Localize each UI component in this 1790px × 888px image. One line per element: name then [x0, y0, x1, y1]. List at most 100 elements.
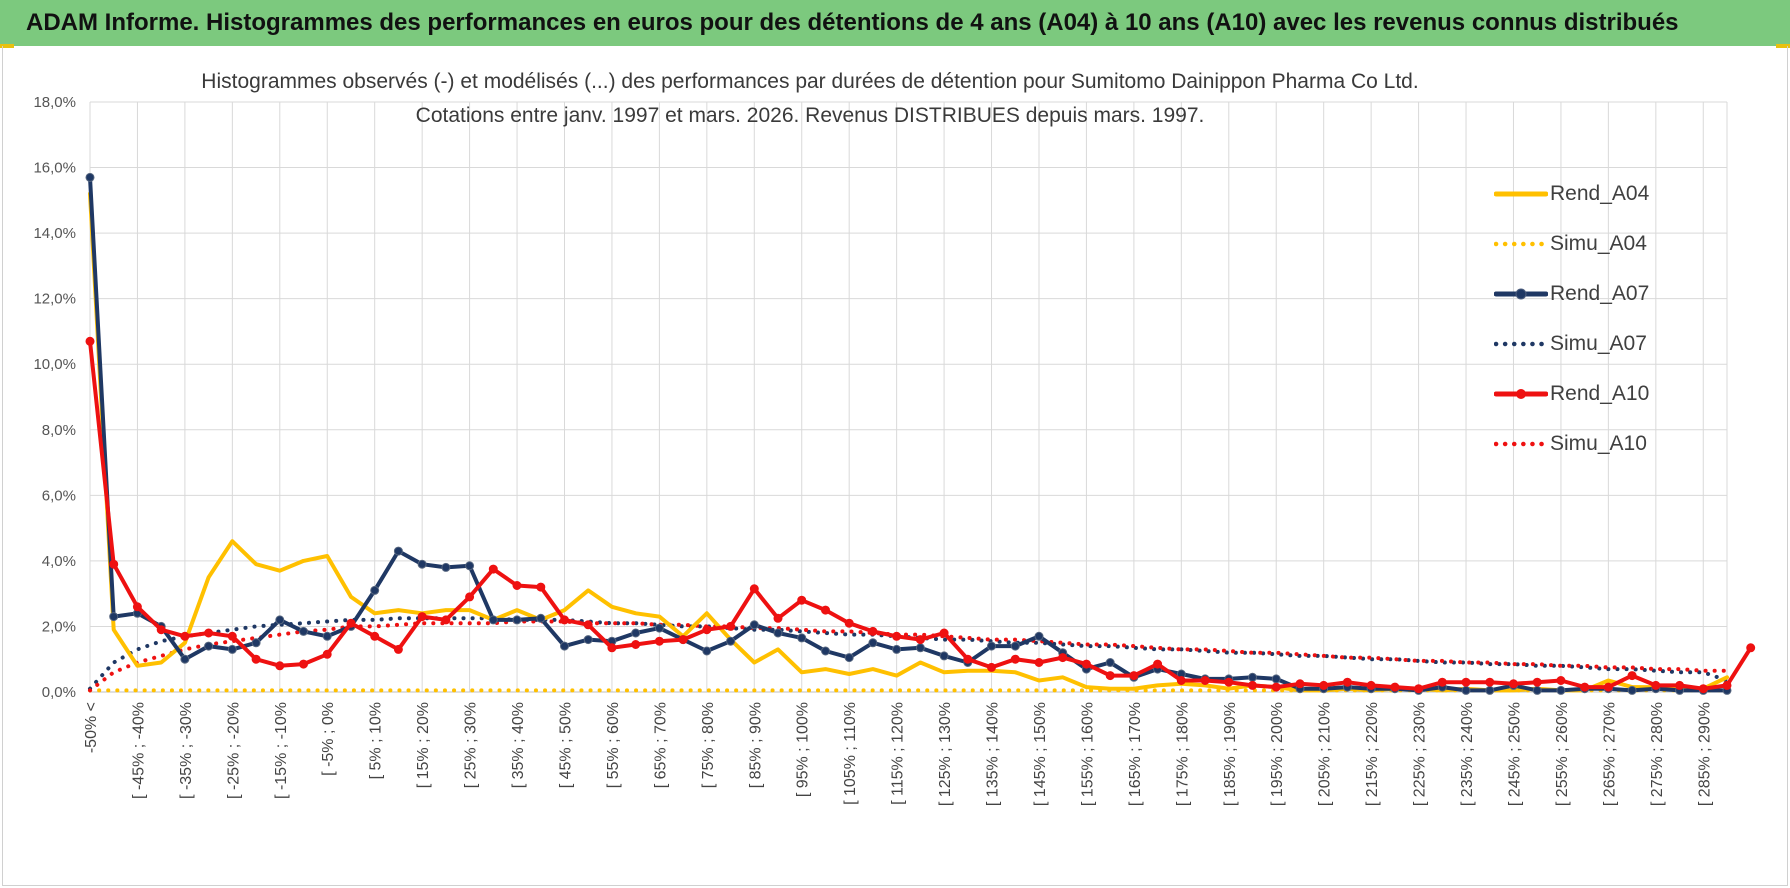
data-point-rend-a07 — [702, 646, 712, 656]
data-point-rend-a10 — [1390, 682, 1400, 692]
x-tick-label: [ 215% ; 220% — [1364, 702, 1381, 806]
data-point-rend-a10 — [1556, 676, 1566, 685]
legend-item-rend-a07[interactable]: Rend_A07 — [1494, 280, 1684, 310]
data-point-rend-a10 — [963, 654, 973, 664]
data-point-rend-a07 — [275, 615, 285, 625]
data-point-rend-a07 — [441, 562, 451, 572]
x-tick-label: [ -5% ; 0% — [320, 702, 337, 776]
data-point-rend-a10 — [417, 612, 427, 622]
data-point-rend-a10 — [654, 636, 664, 646]
data-point-rend-a07 — [1271, 674, 1281, 684]
legend-item-rend-a04[interactable]: Rend_A04 — [1494, 180, 1684, 210]
legend-item-rend-a10[interactable]: Rend_A10 — [1494, 380, 1684, 410]
data-point-rend-a10 — [844, 618, 854, 628]
x-tick-label: [ -35% ; -30% — [178, 702, 195, 799]
data-point-rend-a07 — [227, 644, 237, 654]
x-tick-label: [ 245% ; 250% — [1506, 702, 1523, 806]
legend-item-simu-a10[interactable]: Simu_A10 — [1494, 430, 1684, 460]
data-point-rend-a10 — [1485, 677, 1495, 687]
data-point-rend-a07 — [299, 626, 308, 636]
grid-layer — [89, 101, 1728, 693]
legend-swatch-simu-a07 — [1494, 341, 1548, 347]
legend-label: Rend_A04 — [1550, 182, 1650, 205]
data-point-rend-a10 — [393, 644, 403, 654]
data-point-rend-a10 — [251, 654, 261, 664]
data-point-rend-a07 — [821, 646, 830, 656]
data-point-rend-a07 — [204, 641, 214, 651]
data-point-rend-a07 — [560, 641, 569, 651]
x-tick-label: [ -45% ; -40% — [130, 702, 147, 799]
x-tick-label: [ 275% ; 280% — [1649, 702, 1666, 806]
y-tick-label: 10,0% — [33, 356, 76, 373]
data-point-rend-a10 — [631, 640, 641, 649]
x-tick-label: [ 25% ; 30% — [463, 702, 480, 788]
data-point-rend-a07 — [915, 643, 925, 653]
report-banner: ADAM Informe. Histogrammes des performan… — [0, 0, 1790, 48]
data-point-rend-a10 — [204, 628, 214, 638]
data-point-rend-a07 — [654, 623, 664, 633]
data-point-rend-a10 — [441, 615, 451, 625]
x-tick-label: [ 95% ; 100% — [795, 702, 812, 797]
x-tick-label: -50% < — [83, 702, 100, 753]
data-point-rend-a07 — [488, 615, 498, 625]
data-point-rend-a10 — [560, 615, 569, 625]
data-point-rend-a10 — [275, 661, 285, 671]
x-tick-label: [ 285% ; 290% — [1696, 702, 1713, 806]
x-tick-label: [ 15% ; 20% — [415, 702, 432, 788]
data-point-rend-a10 — [346, 618, 356, 628]
data-point-rend-a10 — [868, 626, 878, 636]
data-point-rend-a07 — [1105, 658, 1115, 667]
legend-item-simu-a07[interactable]: Simu_A07 — [1494, 330, 1684, 360]
data-point-rend-a07 — [797, 633, 807, 643]
legend-swatch-simu-a10 — [1494, 441, 1548, 447]
x-tick-label: [ 185% ; 190% — [1222, 702, 1239, 806]
legend-swatch-simu-a04 — [1494, 241, 1548, 247]
x-tick-label: [ 35% ; 40% — [510, 702, 527, 788]
legend-label: Simu_A07 — [1550, 332, 1647, 355]
data-point-rend-a07 — [465, 561, 475, 571]
data-point-rend-a07 — [868, 638, 878, 648]
x-tick-label: [ 255% ; 260% — [1554, 702, 1571, 806]
x-tick-label: [ 145% ; 150% — [1032, 702, 1049, 806]
y-tick-label: 18,0% — [33, 94, 76, 111]
data-point-rend-a07 — [393, 546, 403, 556]
data-point-rend-a07 — [1248, 672, 1257, 682]
data-point-rend-a10 — [109, 559, 119, 569]
data-point-rend-a07 — [85, 172, 95, 182]
data-point-rend-a07 — [773, 628, 783, 638]
legend-swatch-rend-a04 — [1494, 191, 1548, 197]
data-point-rend-a10 — [821, 605, 830, 615]
data-point-rend-a10 — [702, 625, 712, 635]
x-tick-label: [ 85% ; 90% — [747, 702, 764, 788]
x-tick-label: [ 45% ; 50% — [557, 702, 574, 788]
legend-label: Simu_A10 — [1550, 432, 1647, 455]
data-point-rend-a10 — [1722, 680, 1732, 690]
data-point-rend-a07 — [987, 641, 996, 651]
data-point-rend-a10 — [1200, 676, 1210, 685]
x-tick-label: [ 175% ; 180% — [1174, 702, 1191, 806]
data-point-rend-a10 — [1271, 682, 1281, 692]
data-point-rend-a10 — [1698, 684, 1708, 694]
data-point-rend-a10 — [512, 581, 522, 590]
data-point-rend-a10 — [370, 631, 380, 641]
data-point-rend-a10 — [132, 602, 142, 612]
x-tick-label: [ 235% ; 240% — [1459, 702, 1476, 806]
data-point-rend-a07 — [939, 651, 949, 661]
data-point-rend-a10 — [465, 592, 475, 602]
data-point-rend-a10 — [1319, 680, 1329, 690]
data-point-rend-a07 — [1556, 685, 1566, 695]
data-point-rend-a10 — [987, 662, 996, 672]
data-point-rend-a07 — [109, 612, 119, 622]
data-point-rend-a07 — [1532, 685, 1542, 695]
legend-swatch-rend-a07 — [1494, 288, 1548, 300]
data-point-rend-a10 — [726, 621, 736, 631]
series-line-rend-a07 — [88, 175, 1729, 693]
y-tick-label: 8,0% — [42, 422, 76, 439]
data-point-rend-a10 — [1153, 659, 1163, 669]
legend-item-simu-a04[interactable]: Simu_A04 — [1494, 230, 1684, 260]
data-point-rend-a07 — [631, 628, 641, 638]
data-point-rend-a10 — [1129, 671, 1139, 681]
series-layer — [85, 172, 1756, 695]
data-point-rend-a10 — [1058, 653, 1068, 663]
x-tick-label: [ 155% ; 160% — [1079, 702, 1096, 806]
